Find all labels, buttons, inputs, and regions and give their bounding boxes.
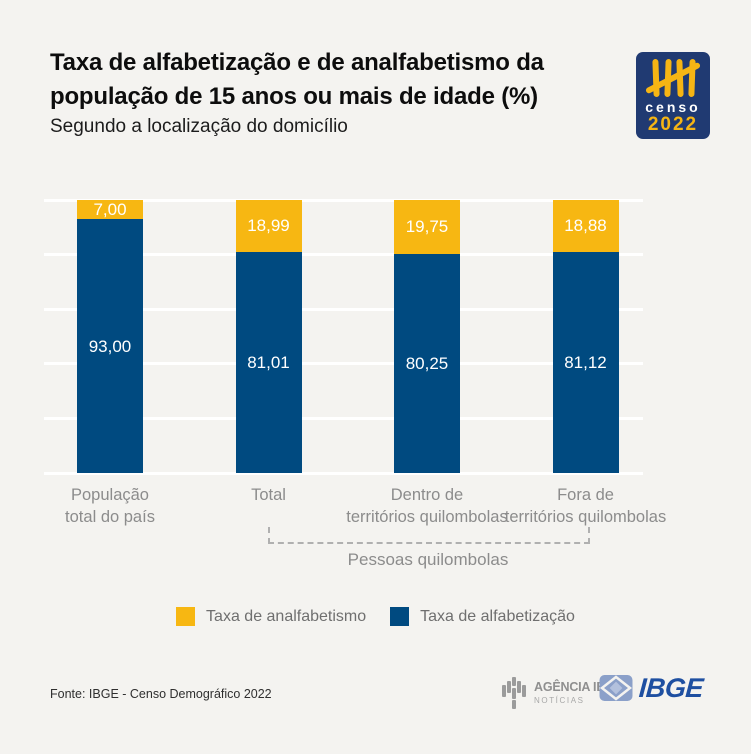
value-label: 93,00 bbox=[88, 336, 132, 356]
segment-analfabetismo: 19,75 bbox=[394, 200, 460, 254]
legend-label: Taxa de alfabetização bbox=[420, 607, 575, 625]
grid-line bbox=[44, 416, 643, 420]
legend: Taxa de analfabetismo Taxa de alfabetiza… bbox=[0, 607, 751, 626]
censo-logo-year: 2022 bbox=[647, 114, 699, 135]
grid-line bbox=[44, 253, 643, 257]
ibge-logo: IBGE bbox=[599, 672, 705, 703]
ibge-logo-text: IBGE bbox=[637, 672, 705, 703]
ibge-emblem-icon bbox=[599, 675, 633, 701]
value-label: 81,12 bbox=[564, 352, 607, 372]
agencia-tree-icon bbox=[502, 677, 526, 709]
value-label: 80,25 bbox=[405, 353, 449, 373]
category-label-4: Fora de territórios quilombolas bbox=[504, 486, 667, 526]
censo-logo-text: censo bbox=[645, 99, 701, 115]
segment-alfabetizacao: 80,25 bbox=[394, 253, 460, 473]
value-label: 7,00 bbox=[93, 200, 127, 220]
segment-analfabetismo: 18,99 bbox=[235, 200, 302, 252]
segment-analfabetismo: 18,88 bbox=[552, 200, 619, 252]
value-label: 81,01 bbox=[247, 352, 290, 372]
value-label: 18,99 bbox=[247, 216, 290, 236]
stacked-bar-3: 19,75 80,25 bbox=[394, 200, 460, 473]
grid-line bbox=[44, 307, 643, 311]
plot-area: 7,00 93,00 18,99 81,01 19,75 80,25 18,88 81,12 bbox=[44, 198, 643, 475]
stacked-bar-4: 18,88 81,12 bbox=[552, 200, 619, 473]
page-subtitle: Segundo a localização do domicílio bbox=[50, 116, 348, 137]
grid-line bbox=[44, 198, 643, 202]
segment-alfabetizacao: 93,00 bbox=[77, 219, 143, 473]
page-title: Taxa de alfabetização e de analfabetismo… bbox=[50, 49, 544, 110]
segment-analfabetismo: 7,00 bbox=[77, 200, 143, 220]
stacked-bar-1: 7,00 93,00 bbox=[77, 200, 143, 473]
censo-2022-logo: censo 2022 bbox=[636, 52, 710, 139]
legend-label: Taxa de analfabetismo bbox=[206, 607, 367, 625]
tally-marks-icon bbox=[645, 59, 701, 97]
category-label-1: População total do país bbox=[65, 486, 155, 526]
segment-alfabetizacao: 81,01 bbox=[235, 251, 302, 473]
grid-line bbox=[44, 471, 643, 475]
legend-swatch-alfabetizacao bbox=[390, 607, 410, 626]
segment-alfabetizacao: 81,12 bbox=[552, 251, 619, 473]
value-label: 19,75 bbox=[405, 217, 449, 237]
value-label: 18,88 bbox=[564, 216, 607, 236]
category-label-2: Total bbox=[251, 486, 286, 504]
category-label-3: Dentro de territórios quilombolas bbox=[346, 486, 508, 526]
agencia-subtitle: NOTÍCIAS bbox=[534, 695, 585, 705]
legend-item-alfabetizacao: Taxa de alfabetização bbox=[390, 607, 575, 626]
legend-swatch-analfabetismo bbox=[176, 607, 196, 626]
group-bracket bbox=[268, 527, 590, 544]
grid-line bbox=[44, 362, 643, 366]
group-annotation-label: Pessoas quilombolas bbox=[347, 550, 509, 569]
source-note: Fonte: IBGE - Censo Demográfico 2022 bbox=[50, 687, 272, 701]
legend-item-analfabetismo: Taxa de analfabetismo bbox=[176, 607, 366, 626]
stacked-bar-2: 18,99 81,01 bbox=[235, 200, 302, 473]
